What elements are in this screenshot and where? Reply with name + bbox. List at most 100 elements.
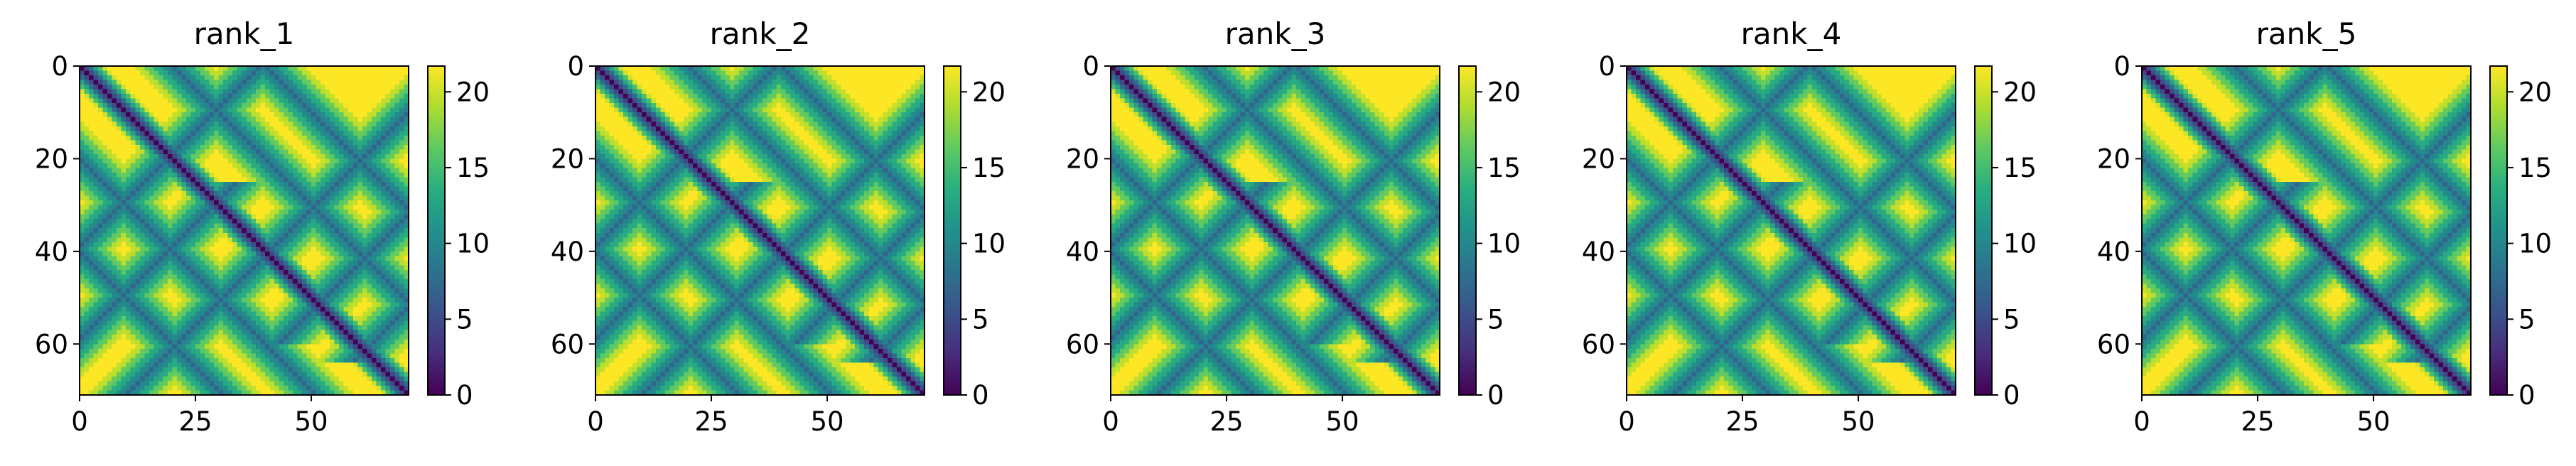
heatmap-cell	[242, 237, 247, 243]
heatmap-cell	[117, 307, 122, 313]
heatmap-cell	[316, 153, 321, 159]
heatmap-cell	[385, 223, 391, 229]
heatmap-cell	[399, 232, 404, 238]
heatmap-cell	[242, 367, 247, 372]
heatmap-cell	[126, 140, 131, 146]
heatmap-cell	[84, 316, 90, 322]
heatmap-cell	[311, 335, 316, 340]
heatmap-cell	[195, 131, 200, 136]
heatmap-cell	[404, 237, 409, 243]
heatmap-cell	[292, 149, 298, 155]
heatmap-cell	[237, 112, 242, 118]
heatmap-cell	[311, 302, 316, 308]
heatmap-cell	[330, 278, 335, 284]
heatmap-cell	[348, 131, 354, 136]
heatmap-cell	[404, 168, 409, 173]
heatmap-cell	[107, 325, 113, 331]
heatmap-cell	[297, 172, 303, 178]
heatmap-cell	[274, 219, 279, 224]
heatmap-cell	[112, 85, 117, 90]
heatmap-cell	[283, 320, 289, 326]
heatmap-cell	[394, 126, 400, 131]
heatmap-cell	[376, 94, 382, 99]
heatmap-cell	[292, 107, 298, 113]
heatmap-cell	[167, 80, 173, 85]
heatmap-cell	[232, 260, 238, 266]
heatmap-cell	[223, 325, 229, 331]
heatmap-cell	[195, 94, 200, 99]
heatmap-cell	[269, 80, 275, 85]
heatmap-cell	[399, 205, 404, 210]
heatmap-cell	[237, 330, 242, 335]
heatmap-cell	[311, 251, 316, 256]
heatmap-cell	[279, 307, 284, 313]
heatmap-cell	[181, 390, 187, 396]
heatmap-cell	[362, 214, 367, 220]
heatmap-cell	[80, 191, 85, 196]
heatmap-cell	[237, 242, 242, 247]
heatmap-cell	[292, 353, 298, 359]
heatmap-cell	[176, 339, 182, 345]
heatmap-cell	[135, 288, 141, 293]
heatmap-cell	[130, 149, 136, 155]
heatmap-cell	[223, 223, 229, 229]
heatmap-cell	[195, 293, 200, 298]
heatmap-cell	[172, 149, 178, 155]
heatmap-cell	[269, 153, 275, 159]
heatmap-cell	[394, 85, 400, 90]
heatmap-cell	[260, 182, 266, 187]
heatmap-cell	[316, 89, 321, 94]
heatmap-cell	[339, 195, 345, 201]
heatmap-cell	[149, 353, 154, 359]
heatmap-cell	[80, 85, 85, 90]
heatmap-cell	[242, 223, 247, 229]
heatmap-cell	[404, 302, 409, 308]
heatmap-cell	[185, 89, 191, 94]
heatmap-cell	[209, 149, 215, 155]
heatmap-cell	[311, 256, 316, 261]
heatmap-cell	[80, 298, 85, 303]
heatmap-cell	[242, 191, 247, 196]
heatmap-cell	[214, 144, 220, 150]
heatmap-cell	[348, 265, 354, 271]
heatmap-cell	[102, 293, 108, 298]
heatmap-cell	[200, 219, 205, 224]
heatmap-cell	[279, 246, 284, 252]
heatmap-cell	[205, 103, 210, 109]
heatmap-cell	[181, 283, 187, 289]
heatmap-cell	[98, 140, 103, 146]
heatmap-cell	[389, 260, 395, 266]
heatmap-cell	[251, 200, 257, 206]
heatmap-cell	[205, 344, 210, 350]
heatmap-cell	[158, 66, 163, 71]
heatmap-cell	[185, 205, 191, 210]
heatmap-cell	[283, 75, 289, 80]
heatmap-cell	[339, 121, 345, 127]
heatmap-cell	[385, 205, 391, 210]
heatmap-cell	[288, 140, 293, 146]
heatmap-cell	[288, 376, 293, 381]
heatmap-cell	[176, 158, 182, 164]
heatmap-cell	[139, 182, 145, 187]
heatmap-cell	[394, 80, 400, 85]
heatmap-cell	[176, 131, 182, 136]
heatmap-cell	[306, 131, 312, 136]
heatmap-cell	[102, 330, 108, 335]
heatmap-cell	[274, 353, 279, 359]
heatmap-cell	[158, 302, 163, 308]
heatmap-cell	[181, 121, 187, 127]
heatmap-cell	[288, 298, 293, 303]
heatmap-cell	[84, 80, 90, 85]
heatmap-cell	[255, 70, 261, 76]
heatmap-cell	[376, 316, 382, 322]
heatmap-cell	[130, 85, 136, 90]
heatmap-cell	[246, 274, 252, 280]
heatmap-cell	[167, 144, 173, 150]
heatmap-cell	[112, 330, 117, 335]
heatmap-cell	[181, 75, 187, 80]
heatmap-cell	[302, 288, 307, 293]
heatmap-cell	[394, 112, 400, 118]
heatmap-cell	[172, 153, 178, 159]
heatmap-cell	[163, 80, 168, 85]
heatmap-cell	[153, 269, 159, 275]
